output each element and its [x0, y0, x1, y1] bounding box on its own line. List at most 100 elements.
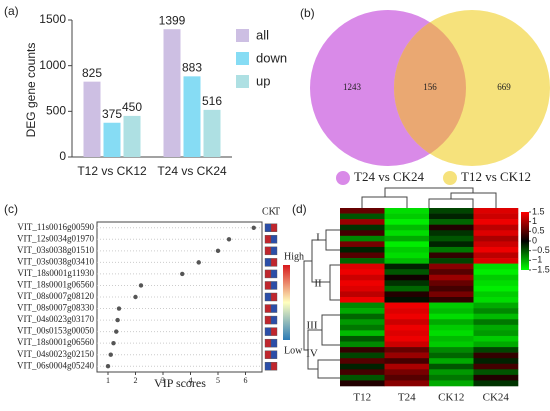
- heat-cell: [340, 252, 385, 259]
- data-label: 375: [102, 107, 122, 121]
- data-label: 450: [122, 100, 142, 114]
- heat-cell: [340, 369, 385, 376]
- cell: [264, 327, 272, 336]
- cell: [264, 246, 272, 256]
- x-axis-title: VIP scores: [154, 376, 206, 390]
- heat-cell: [340, 269, 385, 276]
- cluster-label: IV: [306, 348, 318, 360]
- heat-cell: [340, 235, 385, 242]
- x-tick-label: 2: [134, 376, 138, 385]
- cell: [264, 269, 272, 279]
- heat-cell: [384, 308, 430, 314]
- colorbar-tick-label: −0.5: [532, 245, 550, 255]
- column-label: T: [274, 206, 280, 217]
- heat-cell: [473, 208, 519, 214]
- heat-cell: [473, 269, 519, 276]
- heat-cell: [340, 224, 385, 231]
- colorbar-tick-label: 0: [532, 235, 537, 245]
- heat-cell: [473, 319, 519, 326]
- point: [108, 352, 113, 357]
- cell: [264, 292, 272, 302]
- heat-cell: [340, 230, 385, 237]
- heat-cell: [473, 235, 519, 242]
- heat-cell: [473, 252, 519, 259]
- heat-cell: [340, 208, 385, 214]
- heat-cell: [384, 297, 430, 303]
- row-label: VIT_18s0001g06560: [17, 280, 94, 290]
- column-label: CK24: [483, 392, 510, 404]
- heat-cell: [384, 269, 430, 276]
- heat-cell: [384, 319, 430, 326]
- heat-cell: [384, 208, 430, 214]
- heat-cell: [384, 263, 430, 270]
- heat-cell: [429, 280, 474, 287]
- heat-cell: [340, 324, 385, 331]
- heat-cell: [340, 213, 385, 220]
- cell: [270, 292, 278, 302]
- heat-cell: [429, 319, 474, 326]
- heat-cell: [340, 291, 385, 298]
- point: [180, 271, 185, 277]
- point: [116, 306, 122, 311]
- column-label: T12: [353, 392, 371, 404]
- cluster-label: II: [314, 278, 322, 290]
- heat-cell: [429, 335, 474, 342]
- heat-cell: [473, 291, 519, 298]
- heat-cell: [384, 219, 430, 225]
- heat-cell: [473, 274, 519, 281]
- bar: [203, 109, 221, 157]
- heat-cell: [429, 297, 474, 303]
- row-label: VIT_12s0034g01970: [17, 233, 94, 243]
- cell: [270, 223, 278, 232]
- bar: [163, 29, 181, 157]
- heat-cell: [473, 224, 519, 231]
- heat-cell: [429, 241, 474, 248]
- heat-cell: [429, 363, 474, 370]
- cluster-label: I: [316, 232, 320, 244]
- legend-swatch: [236, 75, 249, 88]
- row-label: VIT_03s0038g01510: [17, 245, 94, 255]
- heat-cell: [340, 313, 385, 320]
- row-label: VIT_18s0001g06560: [17, 337, 94, 347]
- row-label: VIT_04s0023g03170: [17, 314, 94, 324]
- heat-cell: [429, 208, 474, 214]
- legend-swatch: [236, 52, 249, 65]
- heat-cell: [340, 347, 385, 353]
- cell: [264, 350, 272, 359]
- point: [138, 283, 144, 288]
- heat-cell: [429, 313, 474, 320]
- heat-cell: [473, 308, 519, 314]
- heat-cell: [384, 380, 430, 387]
- heat-cell: [473, 263, 519, 270]
- heat-cell: [429, 285, 474, 292]
- point: [114, 329, 119, 334]
- heat-cell: [429, 230, 474, 237]
- heat-cell: [473, 297, 519, 303]
- row-label: VIT_00s0153g00050: [17, 326, 94, 336]
- heat-cell: [384, 347, 430, 353]
- overlap: [394, 10, 466, 166]
- row-label: VIT_04s0023g02150: [17, 349, 94, 359]
- panel-label: (a): [4, 4, 19, 18]
- bar: [183, 76, 201, 157]
- heat-cell: [384, 341, 430, 348]
- heat-cell: [340, 280, 385, 287]
- heat-cell: [429, 352, 474, 359]
- heat-cell: [429, 246, 474, 253]
- row-label: VIT_06s0004g05240: [17, 360, 94, 370]
- colorbar-label: High: [284, 251, 304, 262]
- heat-cell: [340, 246, 385, 253]
- heat-cell: [473, 358, 519, 365]
- heat-cell: [429, 308, 474, 314]
- y-axis-title: DEG gene counts: [24, 43, 38, 138]
- heat-cell: [473, 347, 519, 353]
- data-label: 516: [202, 94, 222, 108]
- y-tick-label: 0: [59, 149, 66, 163]
- heat-cell: [473, 280, 519, 287]
- point: [251, 225, 256, 230]
- heat-cell: [340, 297, 385, 303]
- heat-cell: [473, 219, 519, 225]
- heat-cell: [473, 213, 519, 220]
- data-label: 825: [82, 66, 102, 80]
